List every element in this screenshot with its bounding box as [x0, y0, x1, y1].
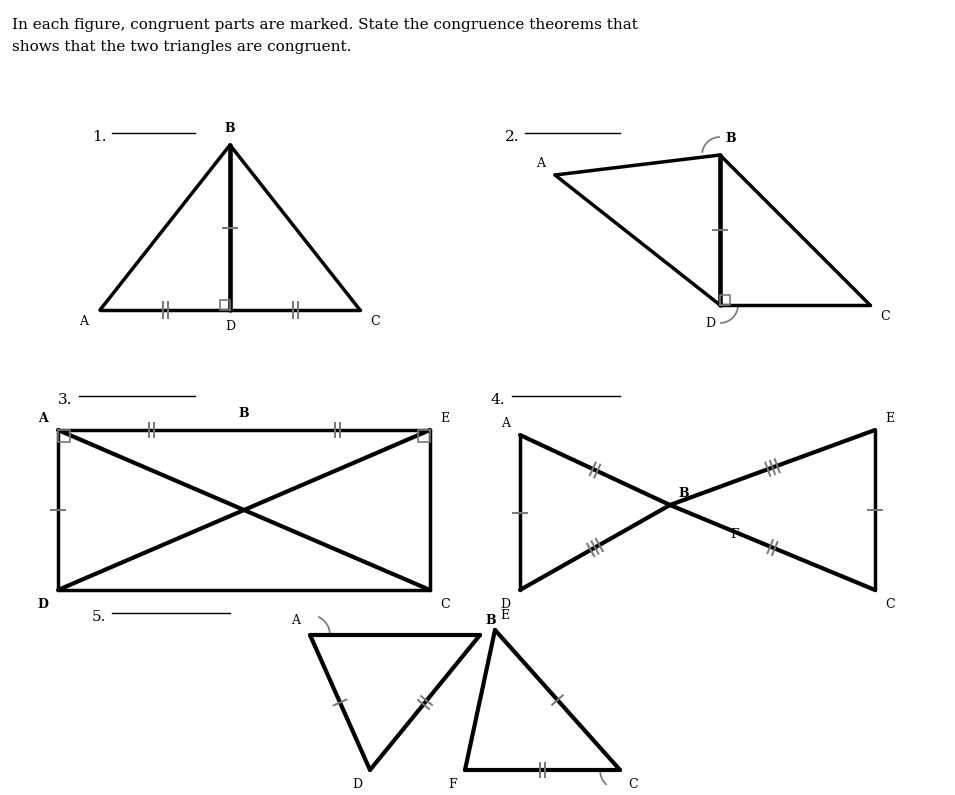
- Text: 4.: 4.: [490, 393, 504, 407]
- Text: A: A: [291, 614, 300, 627]
- Text: F: F: [730, 528, 738, 541]
- Text: B: B: [725, 132, 735, 145]
- Text: C: C: [370, 315, 380, 328]
- Text: E: E: [440, 412, 449, 425]
- Text: C: C: [628, 778, 638, 791]
- Text: shows that the two triangles are congruent.: shows that the two triangles are congrue…: [12, 40, 351, 54]
- Text: In each figure, congruent parts are marked. State the congruence theorems that: In each figure, congruent parts are mark…: [12, 18, 638, 32]
- Text: A: A: [38, 412, 48, 425]
- Text: A: A: [79, 315, 88, 328]
- Text: D: D: [705, 317, 715, 330]
- Text: B: B: [485, 614, 496, 627]
- Text: D: D: [37, 598, 48, 611]
- Text: A: A: [536, 157, 545, 170]
- Text: C: C: [440, 598, 450, 611]
- Text: 1.: 1.: [92, 130, 107, 144]
- Text: A: A: [501, 417, 510, 430]
- Text: 2.: 2.: [505, 130, 520, 144]
- Text: D: D: [351, 778, 362, 791]
- Text: C: C: [885, 598, 895, 611]
- Text: B: B: [678, 487, 689, 500]
- Text: C: C: [880, 310, 890, 323]
- Text: 5.: 5.: [92, 610, 106, 624]
- Text: D: D: [225, 320, 235, 333]
- Text: E: E: [885, 412, 894, 425]
- Text: D: D: [499, 598, 510, 611]
- Text: B: B: [224, 122, 235, 135]
- Text: 3.: 3.: [58, 393, 73, 407]
- Text: E: E: [500, 609, 509, 622]
- Text: F: F: [449, 778, 457, 791]
- Text: B: B: [239, 407, 249, 420]
